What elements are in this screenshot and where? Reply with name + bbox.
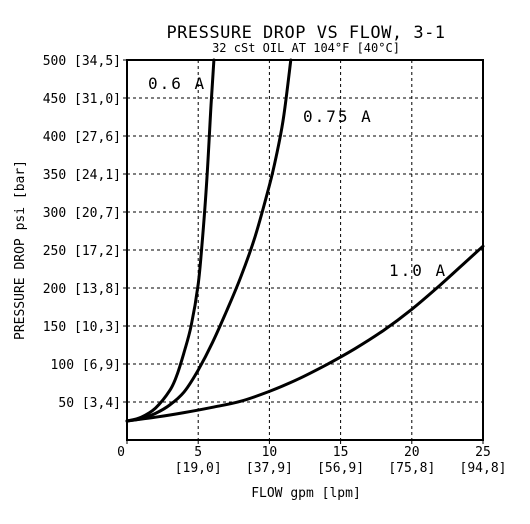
- series-label-1: 0.6 A: [148, 74, 206, 93]
- y-tick-label: 500 [34,5]: [43, 54, 121, 69]
- x-tick-sublabel: [75,8]: [388, 461, 435, 476]
- y-axis: 50 [3,4] 100 [6,9] 150 [10,3] 200 [13,8] 250…: [43, 54, 127, 411]
- chart-subtitle: 32 cSt OIL AT 104°F [40°C]: [212, 41, 400, 55]
- x-tick-sublabel: [94,8]: [460, 461, 507, 476]
- y-tick-label: 100 [6,9]: [51, 358, 121, 373]
- chart-title: PRESSURE DROP VS FLOW, 3-1: [166, 23, 445, 43]
- y-tick-label: 400 [27,6]: [43, 130, 121, 145]
- grid: [127, 60, 483, 440]
- y-tick-label: 250 [17,2]: [43, 244, 121, 259]
- series-label-3: 1.0 A: [389, 261, 447, 280]
- x-tick-sublabel: [56,9]: [317, 461, 364, 476]
- series-label-2: 0.75 A: [303, 107, 373, 126]
- y-tick-label: 450 [31,0]: [43, 92, 121, 107]
- series-line-3: [125, 244, 485, 423]
- series-line-1: [125, 58, 216, 423]
- curves: [125, 58, 485, 423]
- x-tick-label: 20: [404, 445, 420, 460]
- x-axis-label: FLOW gpm [lpm]: [251, 486, 361, 501]
- x-tick-label: 15: [333, 445, 349, 460]
- y-tick-label: 300 [20,7]: [43, 206, 121, 221]
- x-tick-label: 0: [117, 445, 125, 460]
- x-tick-sublabel: [19,0]: [175, 461, 222, 476]
- x-tick-label: 25: [475, 445, 491, 460]
- y-tick-label: 50 [3,4]: [58, 396, 121, 411]
- y-tick-label: 200 [13,8]: [43, 282, 121, 297]
- y-axis-label: PRESSURE DROP psi [bar]: [13, 160, 28, 340]
- x-tick-label: 5: [194, 445, 202, 460]
- series-line-2: [125, 58, 293, 423]
- x-axis: 0 5[19,0] 10[37,9] 15[56,9] 20[75,8] 25[94,8]: [117, 440, 506, 476]
- series-labels: 0.6 A 0.75 A 1.0 A: [148, 74, 447, 280]
- y-tick-label: 150 [10,3]: [43, 320, 121, 335]
- x-tick-sublabel: [37,9]: [246, 461, 293, 476]
- x-tick-label: 10: [262, 445, 278, 460]
- y-tick-label: 350 [24,1]: [43, 168, 121, 183]
